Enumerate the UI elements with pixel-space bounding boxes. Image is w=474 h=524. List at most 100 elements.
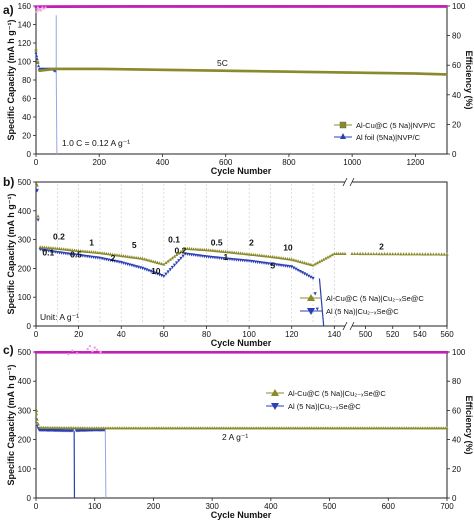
- efficiency-point: [290, 350, 294, 354]
- capacity-point-al-cu: [300, 70, 303, 74]
- capacity-point-al-cu: [72, 248, 76, 252]
- capacity-point-al-cu: [328, 254, 332, 258]
- capacity-point-al-cu: [418, 252, 422, 256]
- efficiency-point: [49, 5, 53, 9]
- capacity-point-al-cu: [264, 254, 268, 258]
- panel-a-ylabel: Specific Capacity (mA h g⁻¹): [6, 20, 16, 141]
- capacity-point-al-cu: [360, 71, 364, 75]
- capacity-point-al-cu: [36, 214, 40, 218]
- capacity-point-al-cu: [311, 263, 315, 267]
- capacity-point-al-cu: [317, 70, 320, 74]
- capacity-point-al-cu: [53, 246, 57, 250]
- capacity-point-al-cu: [436, 72, 440, 76]
- y-tick-label: 80: [22, 76, 31, 85]
- y2-tick-label: 60: [452, 61, 461, 70]
- capacity-point-al-cu: [406, 72, 410, 75]
- capacity-point-al-cu: [433, 72, 436, 76]
- y-tick-label: 500: [18, 178, 32, 187]
- capacity-point-al: [213, 256, 217, 260]
- capacity-point-al-cu: [230, 69, 233, 73]
- efficiency-point: [140, 5, 144, 8]
- capacity-point-al-cu: [140, 256, 145, 260]
- capacity-point-al-cu: [55, 67, 59, 71]
- capacity-point-al-cu: [205, 69, 209, 72]
- efficiency-point: [444, 5, 448, 8]
- capacity-point-al-cu: [78, 67, 81, 71]
- panel-c-legend-1: Al-Cu@C (5 Na)|Cu₂₋ₓSe@C: [288, 389, 386, 398]
- efficiency-point: [193, 5, 197, 8]
- efficiency-point-initial: [39, 9, 43, 12]
- capacity-point-al-foil: [34, 50, 38, 54]
- efficiency-point: [285, 350, 289, 354]
- capacity-point-al: [175, 261, 179, 265]
- capacity-point-al-cu: [194, 247, 198, 251]
- capacity-point-al: [151, 270, 155, 275]
- panel-a-ticks: 0 200 400 600 800 1000 12000204060801001201401…: [18, 2, 466, 167]
- efficiency-point: [58, 350, 61, 354]
- capacity-point-al: [309, 275, 313, 279]
- capacity-point-al-cu: [305, 70, 309, 74]
- capacity-point-al-cu: [182, 68, 186, 72]
- x-tick-label: 600: [219, 158, 233, 167]
- capacity-point-al: [164, 272, 168, 276]
- y-tick-label: 0: [27, 322, 32, 331]
- capacity-point-al-cu: [140, 68, 144, 71]
- capacity-point-al-cu: [412, 252, 417, 256]
- capacity-point-al: [36, 218, 40, 222]
- efficiency-point: [76, 350, 80, 354]
- capacity-point-al-cu: [382, 252, 387, 256]
- y-tick-label: 60: [22, 95, 31, 104]
- capacity-point-al-cu: [302, 70, 305, 74]
- capacity-point-al-cu: [219, 249, 223, 253]
- efficiency-point: [147, 350, 151, 354]
- efficiency-point: [224, 5, 228, 8]
- capacity-point-al-cu: [198, 247, 202, 251]
- capacity-point-al-cu: [192, 247, 196, 251]
- failure-drop-line: [55, 70, 58, 155]
- efficiency-point: [335, 350, 338, 354]
- capacity-point-al-cu: [313, 70, 317, 74]
- x-tick-label: 80: [202, 330, 211, 339]
- efficiency-point: [332, 350, 336, 354]
- capacity-point-al-cu: [116, 67, 119, 71]
- capacity-point-al-cu: [57, 246, 62, 251]
- efficiency-point: [348, 5, 352, 8]
- capacity-point-al: [305, 273, 309, 277]
- efficiency-point: [370, 5, 374, 8]
- efficiency-point: [116, 350, 120, 354]
- efficiency-point: [87, 5, 91, 8]
- capacity-point-al-cu: [87, 67, 91, 71]
- efficiency-point: [110, 5, 114, 8]
- legend-marker-triangle: [340, 133, 346, 139]
- capacity-point-al: [179, 256, 183, 261]
- efficiency-point: [267, 350, 270, 354]
- panel-a-legend: Al-Cu@C (5 Na)|NVP/C Al foil (5Na)|NVP/C: [334, 121, 436, 142]
- efficiency-point: [333, 5, 336, 8]
- panel-b-legend-2: Al (5 Na)|Cu₂₋ₓSe@C: [326, 307, 399, 316]
- panel-a-letter: a): [3, 3, 14, 17]
- capacity-point-al-cu: [243, 251, 247, 256]
- y-tick-label: 200: [18, 264, 32, 273]
- capacity-point-al-cu: [421, 72, 425, 76]
- capacity-point-al-cu: [277, 70, 281, 73]
- capacity-point-al-cu: [51, 67, 55, 71]
- efficiency-point: [368, 350, 371, 354]
- capacity-point-al-cu: [387, 71, 391, 75]
- capacity-point-al-cu: [245, 252, 249, 256]
- capacity-point-al-cu: [254, 69, 258, 73]
- capacity-point-al-cu: [221, 249, 226, 253]
- capacity-point-al-cu: [342, 71, 345, 74]
- capacity-point-al-cu: [164, 260, 168, 265]
- capacity-point-al-cu: [252, 69, 256, 73]
- efficiency-point: [130, 5, 134, 8]
- capacity-point-al-cu: [379, 71, 383, 75]
- capacity-point-al-cu: [277, 255, 281, 260]
- capacity-point-al-cu: [350, 251, 354, 256]
- y-tick-label: 500: [18, 348, 32, 357]
- capacity-point-first-cycle: [35, 183, 39, 187]
- capacity-point-al-cu: [410, 72, 413, 75]
- efficiency-point: [90, 5, 94, 8]
- capacity-point-al-cu: [385, 71, 389, 75]
- efficiency-point-initial: [37, 9, 40, 12]
- efficiency-point: [181, 5, 185, 8]
